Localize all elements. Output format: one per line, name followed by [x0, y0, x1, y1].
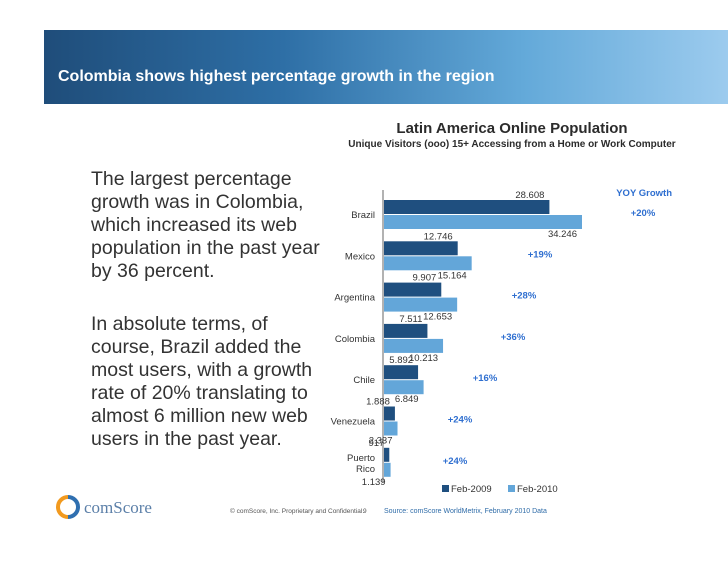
- growth-label-puerto-rico: +24%: [443, 456, 468, 467]
- legend-label-feb-2010: Feb-2010: [517, 484, 558, 495]
- bar-colombia-feb-2010: [384, 338, 444, 353]
- growth-label-argentina: +28%: [512, 291, 537, 302]
- growth-label-chile: +16%: [473, 373, 498, 384]
- value-label-mexico-feb-2010: 15.164: [438, 270, 467, 281]
- chart-title: Latin America Online Population: [396, 120, 628, 137]
- comscore-logo-text: comScore: [84, 498, 152, 517]
- page-number: 9: [363, 508, 367, 515]
- growth-label-mexico: +19%: [528, 249, 553, 260]
- comscore-logo-mark: [56, 495, 80, 519]
- bar-argentina-feb-2009: [384, 282, 442, 297]
- legend-swatch-feb-2010: [508, 485, 515, 492]
- bar-chile-feb-2009: [384, 365, 419, 380]
- value-label-puerto-rico-feb-2009: 917: [368, 438, 384, 449]
- legend-label-feb-2009: Feb-2009: [451, 484, 492, 495]
- category-label-argentina: Argentina: [334, 293, 375, 304]
- value-label-chile-feb-2009: 5.892: [389, 355, 413, 366]
- legend-swatch-feb-2009: [442, 485, 449, 492]
- value-label-venezuela-feb-2010: 2.337: [369, 436, 393, 447]
- value-label-argentina-feb-2009: 9.907: [412, 273, 436, 284]
- value-label-colombia-feb-2009: 7.511: [399, 314, 422, 325]
- value-label-argentina-feb-2010: 12.653: [423, 312, 452, 323]
- bar-puerto-rico-feb-2009: [384, 447, 390, 462]
- bar-venezuela-feb-2009: [384, 406, 395, 421]
- category-label-mexico: Mexico: [345, 251, 375, 262]
- bar-puerto-rico-feb-2010: [384, 462, 391, 477]
- chart-subtitle: Unique Visitors (ooo) 15+ Accessing from…: [348, 139, 676, 150]
- category-label-colombia: Colombia: [335, 334, 376, 345]
- bar-venezuela-feb-2010: [384, 421, 398, 436]
- value-label-venezuela-feb-2009: 1.888: [366, 397, 390, 408]
- slide-title: Colombia shows highest percentage growth…: [58, 68, 495, 85]
- growth-label-colombia: +36%: [501, 332, 526, 343]
- growth-label-brazil: +20%: [631, 208, 656, 219]
- bar-chile-feb-2010: [384, 380, 424, 395]
- category-label-puerto-rico: Puerto: [347, 453, 375, 464]
- category-label-brazil: Brazil: [351, 210, 375, 221]
- growth-label-venezuela: +24%: [448, 415, 473, 426]
- title-band: Colombia shows highest percentage growth…: [44, 30, 728, 104]
- bar-mexico-feb-2009: [384, 241, 458, 256]
- value-label-colombia-feb-2010: 10.213: [409, 353, 438, 364]
- bar-brazil-feb-2010: [384, 215, 582, 229]
- source-text: Source: comScore WorldMetrix, February 2…: [384, 508, 547, 515]
- category-label-chile: Chile: [353, 375, 375, 386]
- bar-colombia-feb-2009: [384, 323, 428, 338]
- growth-header: YOY Growth: [616, 188, 672, 199]
- bar-brazil-feb-2009: [384, 200, 550, 214]
- bar-argentina-feb-2010: [384, 297, 458, 312]
- body-paragraph-2: In absolute terms, of course, Brazil add…: [91, 313, 313, 450]
- value-label-chile-feb-2010: 6.849: [395, 394, 419, 405]
- value-label-brazil-feb-2009: 28.608: [515, 190, 544, 201]
- value-label-puerto-rico-feb-2010: 1.139: [362, 477, 386, 488]
- comscore-logo: comScore: [56, 495, 152, 519]
- category-label-puerto-rico: Rico: [356, 464, 375, 475]
- body-paragraph-1: The largest percentage growth was in Col…: [91, 168, 320, 282]
- category-label-venezuela: Venezuela: [331, 417, 376, 428]
- copyright-text: © comScore, Inc. Proprietary and Confide…: [230, 508, 365, 515]
- bar-mexico-feb-2010: [384, 256, 472, 271]
- value-label-brazil-feb-2010: 34.246: [548, 229, 577, 240]
- value-label-mexico-feb-2009: 12.746: [424, 231, 453, 242]
